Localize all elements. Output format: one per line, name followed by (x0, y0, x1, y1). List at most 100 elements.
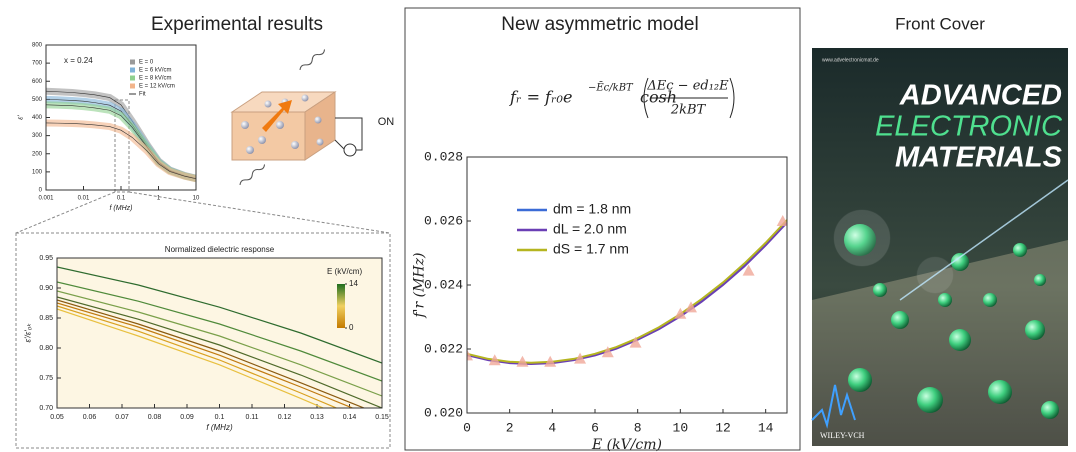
x-tick-label: 12 (715, 420, 731, 435)
x-tick-label: 1 (157, 196, 161, 202)
x-tick-label: 6 (591, 420, 599, 435)
data-point (776, 215, 787, 226)
colorbar-title: E (kV/cm) (327, 267, 362, 276)
y-axis-label: ε' (18, 115, 25, 120)
x-axis-label: f (MHz) (206, 423, 233, 432)
x-tick-label: 0.1 (215, 414, 225, 421)
plot-series (46, 87, 196, 183)
y-tick-label: 0.022 (424, 341, 463, 356)
y-tick-label: 800 (32, 43, 43, 49)
x-tick-label: 0.08 (148, 414, 162, 421)
zoom-region (114, 99, 130, 193)
legend-label: dS = 1.7 nm (553, 241, 629, 257)
legend-label: dL = 2.0 nm (553, 221, 627, 237)
plot-series (467, 215, 787, 367)
data-point (488, 354, 501, 366)
data-point (574, 352, 587, 364)
data-point (516, 355, 529, 367)
x-tick-label: 0.09 (180, 414, 194, 421)
x-tick-label: 0 (463, 420, 471, 435)
y-axis-label: ε'/ε'₀ₖ (24, 323, 33, 343)
y-tick-label: 200 (32, 151, 43, 157)
x-tick-label: 4 (548, 420, 556, 435)
data-line (57, 305, 338, 408)
x-tick-label: 0.11 (245, 414, 258, 421)
y-tick-label: 0.90 (39, 285, 53, 292)
legend-label: E = 8 kV/cm (139, 76, 172, 82)
plot-series (57, 266, 382, 408)
y-tick-label: 300 (32, 133, 43, 139)
y-tick-label: 0.024 (424, 277, 463, 292)
x-tick-label: 0.15 (375, 414, 389, 421)
panel-frame (404, 7, 801, 451)
formula-numerator: ΔEc − ed₁₂E (646, 79, 729, 94)
cover-title: ADVANCED (899, 80, 1062, 112)
data-line (57, 266, 382, 364)
legend-swatch (130, 75, 135, 81)
x-tick-label: 0.07 (115, 414, 129, 421)
y-tick-label: 600 (32, 79, 43, 85)
x-tick-label: 8 (634, 420, 642, 435)
plot-frame (56, 257, 383, 409)
panel-title: New asymmetric model (501, 14, 698, 35)
y-tick-label: 0.026 (424, 213, 463, 228)
parentheses (643, 77, 735, 119)
y-tick-label: 400 (32, 115, 43, 121)
y-tick-label: 0.75 (39, 375, 53, 382)
panel-title: Front Cover (895, 14, 985, 33)
formula-exponent: −Ēc/kBT (588, 82, 634, 94)
data-line (57, 281, 382, 382)
y-tick-label: 0.70 (39, 405, 53, 412)
y-tick-label: 0.028 (424, 149, 463, 164)
legend-label: E = 12 kV/cm (139, 84, 175, 90)
y-axis-label: f'r (MHz) (411, 252, 427, 318)
legend-label: E = 0 (139, 60, 154, 66)
data-point (674, 307, 687, 319)
x-tick-label: 0.14 (343, 414, 357, 421)
zoom-line (15, 191, 116, 234)
zoom-line (128, 191, 391, 234)
fit-line (46, 99, 196, 179)
data-point (685, 301, 697, 313)
data-point (467, 349, 473, 361)
data-point (742, 264, 755, 276)
legend-swatch (130, 67, 135, 73)
data-point (601, 346, 614, 358)
colorbar-tick-label: 0 (349, 323, 354, 332)
data-point (544, 355, 557, 367)
legend-label: dm = 1.8 nm (553, 201, 631, 217)
cover-art (811, 48, 1069, 446)
x-tick-label: 0.001 (38, 196, 54, 202)
data-line (57, 290, 382, 397)
cover-publisher: WILEY-VCH (820, 431, 865, 440)
y-tick-label: 0.80 (39, 345, 53, 352)
colorbar-tick-label: 14 (349, 279, 358, 288)
data-band (46, 119, 196, 183)
plot-frame (466, 156, 788, 414)
device-schematic (230, 49, 363, 186)
x-tick-label: 0.06 (83, 414, 97, 421)
formula-denominator: 2kBT (670, 103, 707, 118)
y-tick-label: 0 (39, 188, 43, 194)
fit-line (46, 104, 196, 179)
y-tick-label: 100 (32, 169, 43, 175)
cover-title: MATERIALS (895, 142, 1063, 174)
x-tick-label: 0.01 (78, 196, 90, 202)
cover-url: www.advelectronicmat.de (822, 57, 879, 63)
formula-function: cosh (640, 88, 677, 107)
fit-line (46, 122, 196, 180)
legend-swatch (130, 59, 135, 65)
panel-title: Experimental results (151, 14, 323, 35)
colorbar (337, 284, 345, 328)
y-tick-label: 700 (32, 61, 43, 67)
x-axis-label: f (MHz) (110, 205, 133, 212)
y-tick-label: 0.020 (424, 405, 463, 420)
x-tick-label: 14 (758, 420, 774, 435)
y-tick-label: 0.95 (39, 255, 53, 262)
x-axis-label: E (kV/cm) (591, 437, 662, 452)
data-line (57, 299, 366, 408)
x-tick-label: 10 (193, 196, 200, 202)
x-tick-label: 0.13 (310, 414, 324, 421)
